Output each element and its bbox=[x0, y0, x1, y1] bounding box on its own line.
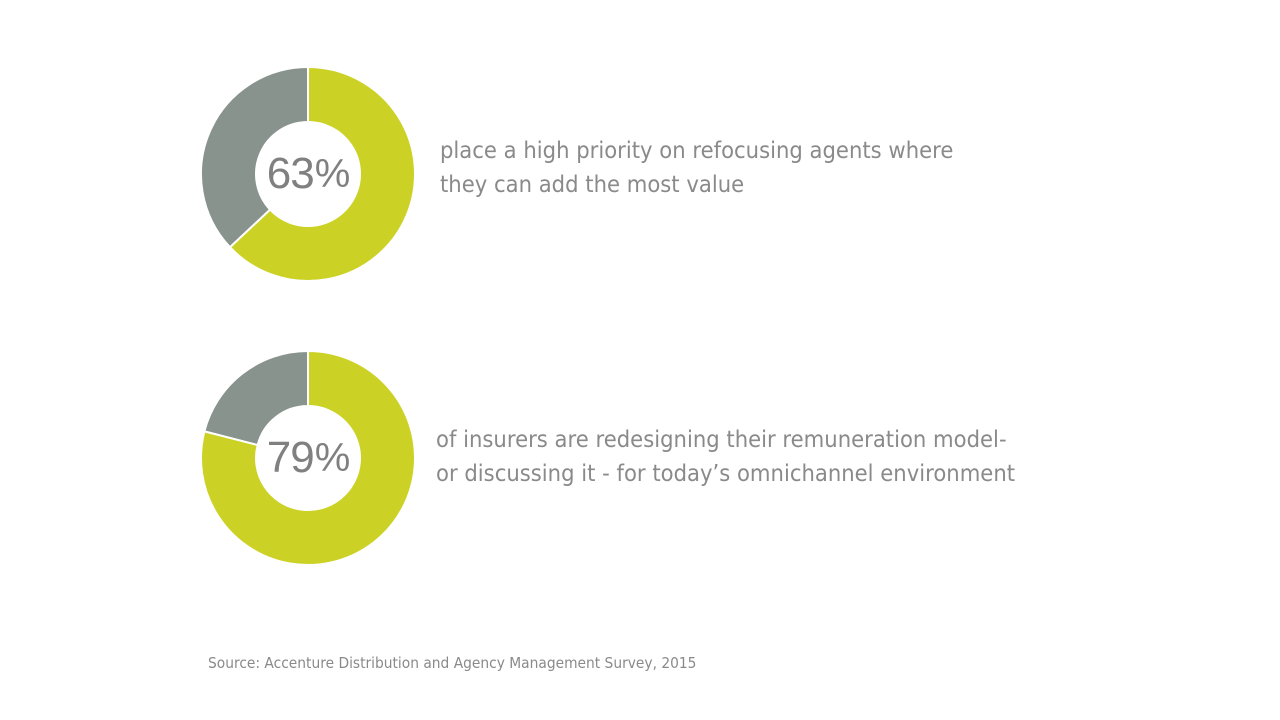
donut-2-caption-line-2: or discussing it - for today’s omnichann… bbox=[436, 461, 1016, 487]
donut-1-caption-line-1: place a high priority on refocusing agen… bbox=[440, 138, 954, 164]
donut-chart-2: 79% bbox=[200, 350, 416, 566]
donut-2-unit: % bbox=[314, 435, 351, 480]
donut-chart-1: 63% bbox=[200, 66, 416, 282]
donut-2-caption-line-1: of insurers are redesigning their remune… bbox=[436, 427, 1007, 453]
donut-1-value-slice bbox=[229, 66, 416, 282]
source-note: Source: Accenture Distribution and Agenc… bbox=[208, 654, 697, 672]
donut-1-caption: place a high priority on refocusing agen… bbox=[440, 134, 953, 202]
donut-svg-2 bbox=[200, 350, 416, 566]
donut-2-caption: of insurers are redesigning their remune… bbox=[436, 423, 1015, 491]
donut-1-number: 63 bbox=[266, 149, 315, 198]
donut-svg-1 bbox=[200, 66, 416, 282]
donut-1-center-label: 63% bbox=[200, 66, 416, 282]
donut-2-center-label: 79% bbox=[200, 350, 416, 566]
donut-2-value-slice bbox=[200, 350, 416, 566]
donut-2-remainder-slice bbox=[203, 350, 309, 447]
donut-1-remainder-slice bbox=[200, 66, 309, 249]
donut-1-unit: % bbox=[314, 151, 351, 196]
donut-2-number: 79 bbox=[266, 433, 315, 482]
donut-1-caption-line-2: they can add the most value bbox=[440, 172, 745, 198]
